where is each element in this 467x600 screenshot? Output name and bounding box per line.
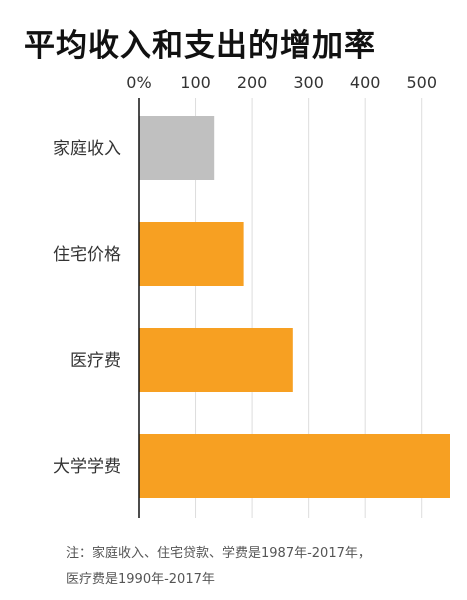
x-tick-label: 400 [350,73,381,92]
bar [139,328,293,392]
chart-title: 平均收入和支出的增加率 [24,28,376,64]
category-label: 住宅价格 [53,245,121,265]
footnote-line-1: 注：家庭收入、住宅贷款、学费是1987年-2017年， [66,546,371,561]
x-tick-label: 200 [237,73,268,92]
bar [139,434,450,498]
footnote-line-2: 医疗费是1990年-2017年 [66,572,215,587]
category-label: 大学学费 [53,457,121,477]
x-tick-labels: 0% 100 200 300 400 500 [126,73,437,92]
category-label: 医疗费 [70,351,121,371]
x-tick-label: 100 [180,73,211,92]
bar [139,222,244,286]
bars [139,116,450,498]
bar [139,116,215,180]
x-tick-label: 300 [293,73,324,92]
footnote: 注：家庭收入、住宅贷款、学费是1987年-2017年， 医疗费是1990年-20… [66,541,371,593]
x-tick-label: 0% [126,73,151,92]
category-label: 家庭收入 [53,139,121,159]
x-tick-label: 500 [406,73,437,92]
